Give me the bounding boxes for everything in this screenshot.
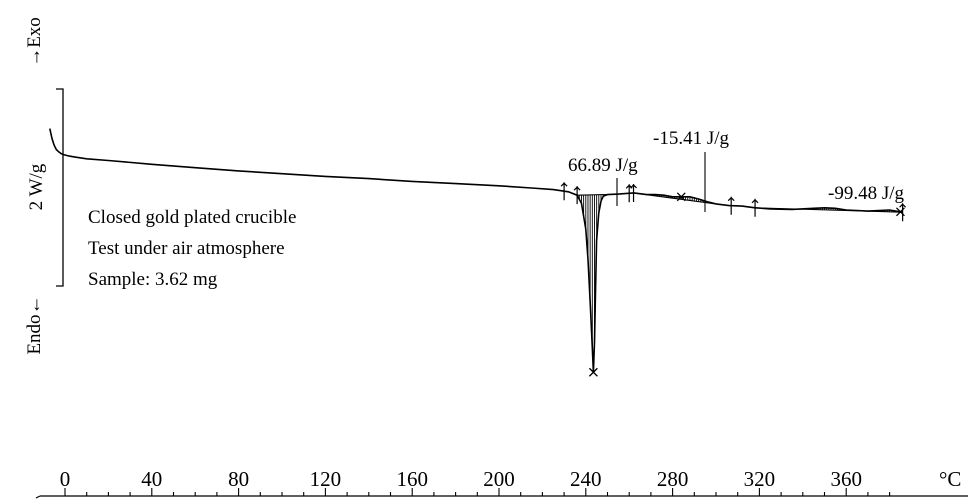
limit-marker	[727, 196, 735, 215]
x-tick-label: 40	[141, 467, 162, 491]
peak-marker	[676, 192, 686, 202]
limit-marker	[630, 183, 637, 202]
x-tick-label: 360	[830, 467, 862, 491]
x-tick-label: 80	[228, 467, 249, 491]
info-line-1: Closed gold plated crucible	[88, 207, 296, 228]
x-tick-label: 200	[483, 467, 515, 491]
x-unit-label: °C	[939, 467, 961, 491]
x-tick-label: 0	[60, 467, 71, 491]
peak-markers	[588, 192, 905, 377]
limit-marker	[751, 198, 759, 217]
annotation-15-41: -15.41 J/g	[653, 128, 730, 149]
scale-bar-label: 2 W/g	[26, 163, 47, 210]
x-tick-label: 120	[310, 467, 342, 491]
peak-marker	[895, 207, 905, 217]
annotation-66-89: 66.89 J/g	[568, 155, 638, 176]
peak-hatching	[578, 194, 897, 348]
x-tick-label: 320	[744, 467, 776, 491]
scale-bar	[56, 88, 64, 287]
x-tick-label: 280	[657, 467, 689, 491]
annotation-leaders	[616, 152, 706, 212]
x-tick-label: 160	[396, 467, 428, 491]
exo-label: →Exo	[24, 17, 45, 67]
x-tick-labels: 0 40 80 120 160 200 240 280 320 360	[60, 467, 862, 491]
limit-marker	[560, 182, 568, 201]
limit-marker	[573, 186, 581, 205]
annotation-99-48: -99.48 J/g	[828, 183, 905, 204]
x-ticks	[64, 488, 891, 496]
integration-limit-markers	[560, 182, 907, 222]
x-axis-left-tail	[35, 495, 41, 499]
peak-marker	[588, 367, 598, 377]
x-tick-label: 240	[570, 467, 602, 491]
dsc-curve	[49, 128, 903, 373]
limit-marker	[899, 203, 907, 222]
endo-label: Endo←	[24, 295, 45, 354]
info-line-2: Test under air atmosphere	[88, 238, 285, 259]
info-line-3: Sample: 3.62 mg	[88, 269, 218, 290]
